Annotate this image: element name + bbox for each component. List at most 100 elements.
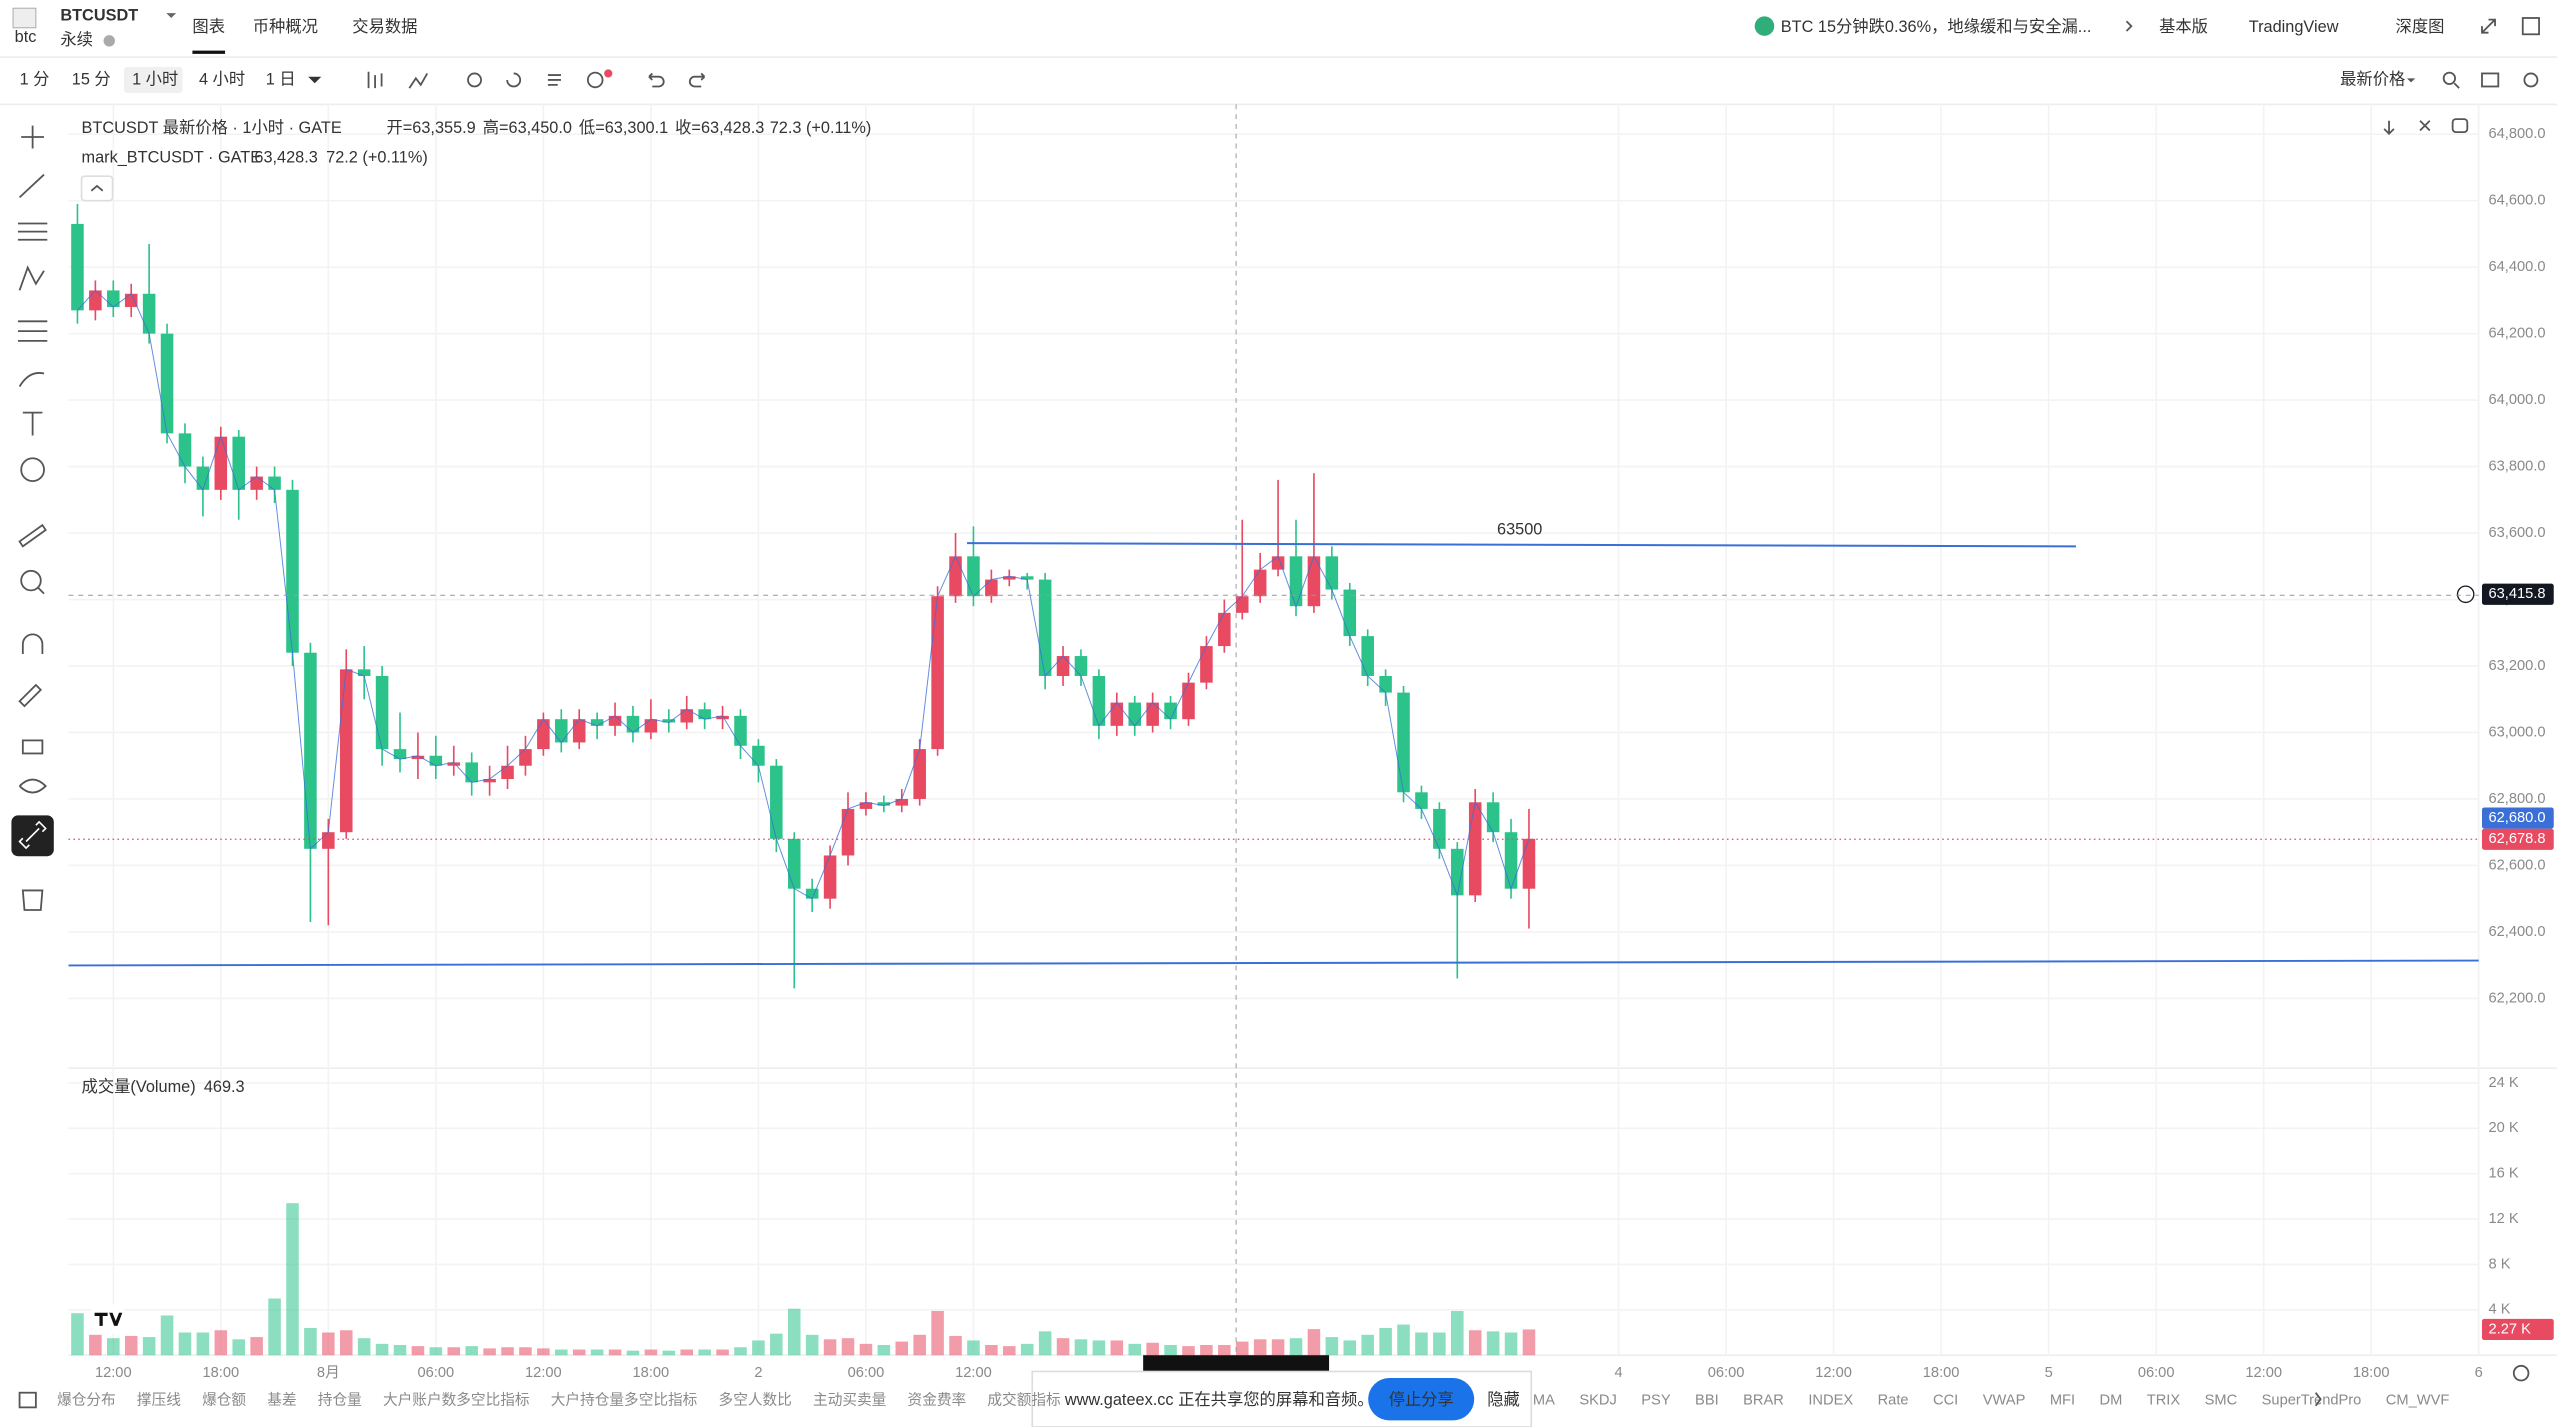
interval[interactable]: 1 小时 <box>132 70 178 88</box>
mode[interactable]: 基本版 <box>2159 18 2208 36</box>
tab[interactable]: 图表 <box>192 18 225 36</box>
window-icon[interactable] <box>2521 17 2540 36</box>
indicator-tab[interactable]: PSY <box>1641 1393 1671 1409</box>
interval[interactable]: 1 日 <box>266 70 296 88</box>
indicator-tab[interactable]: 资金费率 <box>908 1392 967 1409</box>
indicator-tab[interactable]: MFI <box>2050 1393 2075 1409</box>
hide-link[interactable]: 隐藏 <box>1487 1391 1520 1409</box>
volume-bar <box>250 1337 263 1356</box>
pane-buttons[interactable] <box>2383 118 2469 136</box>
volume-bar <box>716 1349 729 1356</box>
volume-bar <box>339 1330 353 1356</box>
indicator-tab[interactable]: 大户账户数多空比指标 <box>383 1392 530 1409</box>
indicator-tab[interactable]: SMC <box>2205 1393 2238 1409</box>
legend-change: 72.3 (+0.11%) <box>770 119 872 137</box>
volume-bar <box>142 1337 156 1356</box>
indicator-tab[interactable]: 爆仓额 <box>202 1392 246 1409</box>
x-tick-label: 06:00 <box>418 1365 455 1381</box>
volume-bar <box>1486 1331 1500 1356</box>
indicator-tab[interactable]: Rate <box>1878 1393 1909 1409</box>
candle-body <box>823 855 837 899</box>
candle-body <box>411 755 425 760</box>
indicator-tab[interactable]: 撑压线 <box>137 1392 181 1409</box>
x-tick-label: 4 <box>1614 1365 1622 1381</box>
trend-line[interactable] <box>68 959 2479 967</box>
candle-body <box>985 579 998 597</box>
toolbar-icons[interactable] <box>367 71 2539 89</box>
volume-legend: 成交量(Volume) <box>82 1078 196 1096</box>
indicator-tab[interactable]: CM_WVF <box>2386 1393 2450 1409</box>
interval[interactable]: 1 分 <box>20 70 50 88</box>
price-type-caret[interactable] <box>2406 78 2416 83</box>
indicator-tab[interactable]: 基差 <box>267 1392 296 1409</box>
indicator-tab[interactable]: 成交额指标 <box>987 1391 1061 1409</box>
y-tick-label: 62,600.0 <box>2489 857 2546 873</box>
indicator-tab[interactable]: 爆仓分布 <box>57 1392 116 1409</box>
candle-body <box>483 779 496 783</box>
candle-body <box>304 652 317 849</box>
y-tick-label: 64,200.0 <box>2489 326 2546 342</box>
indicator-tab[interactable]: SuperTrendPro <box>2262 1393 2362 1409</box>
indicator-tab[interactable]: VWAP <box>1983 1393 2026 1409</box>
y-tick-label: 64,000.0 <box>2489 392 2546 408</box>
volume-bar <box>1504 1332 1518 1356</box>
candle-body <box>89 290 102 311</box>
volume-bar <box>823 1339 837 1356</box>
candle-body <box>1379 675 1392 693</box>
interval[interactable]: 4 小时 <box>199 70 245 88</box>
x-tick-label: 12:00 <box>1815 1365 1852 1381</box>
expand-icon[interactable] <box>2481 18 2496 34</box>
legend-ohlc: 高=63,450.0 <box>483 119 572 137</box>
volume-bar <box>931 1310 944 1356</box>
symbol-caret[interactable] <box>166 13 177 18</box>
indicator-tab[interactable]: 多空人数比 <box>719 1392 792 1409</box>
candle-body <box>178 433 192 467</box>
stop-share-button[interactable] <box>1368 1378 1475 1421</box>
mode[interactable]: 深度图 <box>2396 18 2445 36</box>
y-tick-label: 63,000.0 <box>2489 724 2546 740</box>
x-tick-label: 06:00 <box>848 1365 885 1381</box>
candle-body <box>787 838 801 889</box>
settings-icon[interactable] <box>2512 1364 2530 1382</box>
drawing-tools[interactable] <box>17 125 48 911</box>
indicator-icon[interactable] <box>18 1391 37 1409</box>
info-icon[interactable] <box>103 35 115 47</box>
indicator-tab[interactable]: BRAR <box>1743 1393 1784 1409</box>
plot: 12:00 18:00 8月 06:00 12:00 18:00 2 06:00 12:00 4 0… <box>68 104 2554 1381</box>
collapse-button[interactable] <box>80 175 114 202</box>
indicator-tab[interactable]: BBI <box>1695 1393 1719 1409</box>
candle-body <box>232 436 246 490</box>
candle-body <box>1343 589 1357 637</box>
tab[interactable]: 币种概况 <box>253 18 318 36</box>
symbol[interactable]: BTCUSDT <box>60 7 138 25</box>
indicator-tab[interactable]: DM <box>2100 1393 2123 1409</box>
indicator-tab[interactable]: 持仓量 <box>318 1392 362 1409</box>
volume-bar <box>787 1308 801 1356</box>
tab[interactable]: 交易数据 <box>352 18 417 36</box>
indicator-tab[interactable]: MA <box>1533 1393 1555 1409</box>
candle-body <box>931 596 944 750</box>
candle-body <box>1038 579 1052 676</box>
volume-bar <box>1146 1342 1159 1356</box>
indicator-tab[interactable]: 主动买卖量 <box>813 1392 886 1409</box>
indicator-tab[interactable]: SKDJ <box>1579 1393 1616 1409</box>
news[interactable]: BTC 15分钟跌0.36%，地缘缓和与安全漏... <box>1781 18 2092 36</box>
indicator-tab[interactable]: 大户持仓量多空比指标 <box>551 1392 698 1409</box>
price-type[interactable]: 最新价格 <box>2340 70 2405 88</box>
indicator-tab[interactable]: TRIX <box>2147 1393 2181 1409</box>
volume-bar <box>1379 1327 1392 1356</box>
mode[interactable]: TradingView <box>2249 18 2339 36</box>
volume-bar <box>626 1350 640 1356</box>
indicator-tab[interactable]: INDEX <box>1808 1393 1853 1409</box>
candle-body <box>1415 792 1428 809</box>
interval-caret[interactable] <box>308 76 322 84</box>
y-tick-label: 63,200.0 <box>2489 658 2546 674</box>
volume-bar <box>1343 1340 1357 1356</box>
interval[interactable]: 15 分 <box>72 70 111 88</box>
volume-bar <box>196 1332 210 1356</box>
horizontal-ray[interactable] <box>967 542 2076 548</box>
candle-body <box>1433 808 1446 849</box>
candle-body <box>71 223 84 311</box>
indicator-tab[interactable]: CCI <box>1933 1393 1958 1409</box>
indicator-next[interactable] <box>2314 1392 2322 1407</box>
